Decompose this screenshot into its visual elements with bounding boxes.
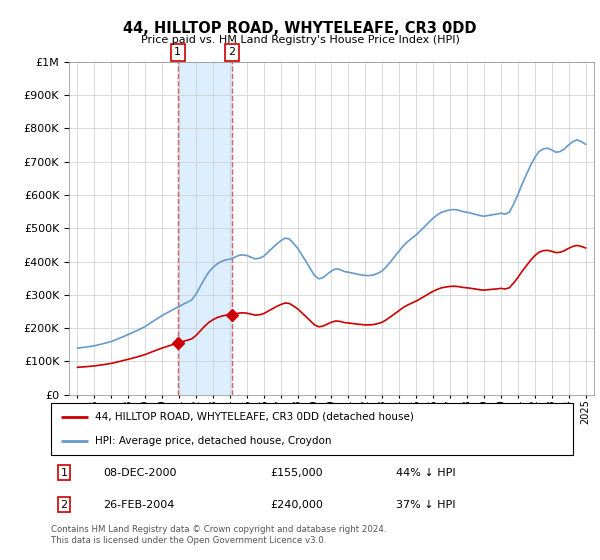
Text: 08-DEC-2000: 08-DEC-2000 [103,468,177,478]
Text: 2: 2 [61,500,68,510]
Text: 37% ↓ HPI: 37% ↓ HPI [395,500,455,510]
Text: HPI: Average price, detached house, Croydon: HPI: Average price, detached house, Croy… [95,436,332,446]
Text: 1: 1 [61,468,68,478]
Text: 44% ↓ HPI: 44% ↓ HPI [395,468,455,478]
Text: 26-FEB-2004: 26-FEB-2004 [103,500,175,510]
Text: £155,000: £155,000 [270,468,323,478]
Text: £240,000: £240,000 [270,500,323,510]
Text: 2: 2 [229,48,236,58]
Bar [178,62,232,395]
Text: Contains HM Land Registry data © Crown copyright and database right 2024.
This d: Contains HM Land Registry data © Crown c… [51,525,386,545]
FancyBboxPatch shape [51,403,573,455]
Text: 1: 1 [174,48,181,58]
Text: 44, HILLTOP ROAD, WHYTELEAFE, CR3 0DD: 44, HILLTOP ROAD, WHYTELEAFE, CR3 0DD [123,21,477,36]
Text: 44, HILLTOP ROAD, WHYTELEAFE, CR3 0DD (detached house): 44, HILLTOP ROAD, WHYTELEAFE, CR3 0DD (d… [95,412,414,422]
Text: Price paid vs. HM Land Registry's House Price Index (HPI): Price paid vs. HM Land Registry's House … [140,35,460,45]
